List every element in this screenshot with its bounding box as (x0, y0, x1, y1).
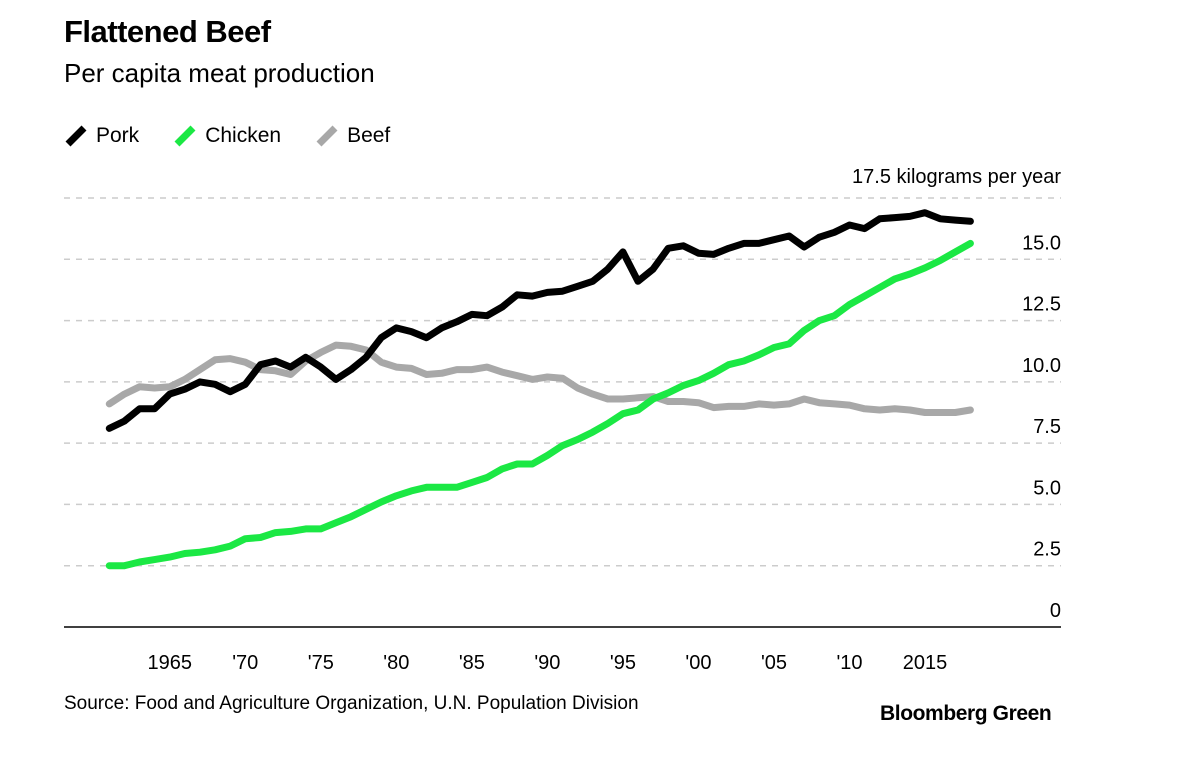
legend-item-beef: Beef (315, 124, 390, 148)
tick-labels: 0 2.5 5.0 7.5 10.0 12.5 15.0 17.5 kilograms per… (147, 166, 1061, 674)
x-tick-label: 2015 (903, 652, 948, 674)
beef-line (105, 341, 974, 416)
y-tick-label: 15.0 (1022, 232, 1061, 254)
chicken-line (105, 239, 974, 570)
x-tick-label: '85 (459, 652, 485, 674)
y-tick-label: 5.0 (1033, 477, 1061, 499)
pork-legend-swatch-icon (65, 125, 87, 147)
chicken-legend-mark (174, 125, 196, 147)
x-tick-label: '75 (308, 652, 334, 674)
x-tick-label: '90 (534, 652, 560, 674)
x-tick-label: '70 (232, 652, 258, 674)
gridlines (64, 197, 1061, 567)
chart-subtitle: Per capita meat production (64, 58, 375, 88)
y-tick-label: 2.5 (1033, 539, 1061, 561)
y-tick-label: 12.5 (1022, 294, 1061, 316)
legend-item-pork: Pork (64, 124, 139, 148)
legend-label-pork: Pork (96, 124, 140, 147)
x-tick-label: '05 (761, 652, 787, 674)
chart-title: Flattened Beef (64, 14, 271, 49)
chicken-legend-swatch-icon (174, 125, 196, 147)
x-tick-label: '80 (383, 652, 409, 674)
legend-label-chicken: Chicken (205, 124, 282, 147)
pork-line (105, 209, 974, 432)
x-tick-label: '95 (610, 652, 636, 674)
y-tick-label: 10.0 (1022, 355, 1061, 377)
x-tick-label: '00 (685, 652, 711, 674)
brand-logo: Bloomberg Green (880, 702, 1052, 725)
y-tick-label: 0 (1050, 600, 1061, 622)
legend-item-chicken: Chicken (173, 124, 281, 148)
source-note: Source: Food and Agriculture Organizatio… (64, 693, 639, 714)
x-tick-label: '10 (836, 652, 862, 674)
beef-legend-swatch-icon (316, 125, 338, 147)
y-unit-label: 17.5 kilograms per year (852, 166, 1061, 188)
legend-label-beef: Beef (347, 124, 391, 147)
pork-legend-mark (65, 125, 87, 147)
y-tick-label: 7.5 (1033, 416, 1061, 438)
beef-legend-mark (316, 125, 338, 147)
x-tick-label: 1965 (147, 652, 192, 674)
series-lines (105, 209, 974, 570)
legend: Pork Chicken Beef (64, 120, 424, 152)
